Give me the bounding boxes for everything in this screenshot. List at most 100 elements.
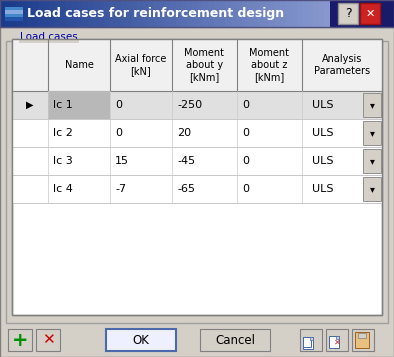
Bar: [231, 0, 238, 27]
Bar: [338, 3, 358, 24]
Bar: [363, 121, 381, 145]
Text: Load cases: Load cases: [20, 32, 78, 42]
Bar: [297, 0, 303, 27]
Bar: [132, 0, 139, 27]
Bar: [264, 0, 271, 27]
Text: +: +: [12, 331, 28, 350]
Text: ▾: ▾: [370, 128, 374, 138]
Bar: [329, 336, 339, 348]
Bar: [12, 119, 382, 147]
Bar: [22, 0, 28, 27]
Bar: [214, 0, 221, 27]
Bar: [171, 0, 177, 27]
Bar: [176, 0, 182, 27]
Text: 20: 20: [177, 128, 191, 138]
Bar: [66, 0, 72, 27]
Text: Moment
about y
[kNm]: Moment about y [kNm]: [184, 49, 225, 82]
Text: ▾: ▾: [370, 100, 374, 110]
Bar: [12, 175, 382, 203]
Bar: [0, 0, 394, 27]
Bar: [355, 332, 369, 348]
Bar: [71, 0, 78, 27]
Text: ✕: ✕: [333, 337, 340, 347]
Bar: [5, 17, 23, 21]
Text: 0: 0: [115, 100, 122, 110]
Bar: [303, 337, 311, 347]
Text: OK: OK: [132, 333, 149, 347]
Bar: [11, 0, 17, 27]
Text: lc 4: lc 4: [53, 184, 73, 194]
Bar: [12, 39, 382, 315]
Text: -7: -7: [115, 184, 126, 194]
Bar: [99, 0, 106, 27]
Bar: [77, 0, 84, 27]
Text: 0: 0: [115, 128, 122, 138]
Bar: [363, 149, 381, 173]
Text: 0: 0: [242, 100, 249, 110]
Bar: [358, 333, 366, 338]
Bar: [149, 0, 155, 27]
Text: Cancel: Cancel: [215, 333, 255, 347]
Bar: [325, 0, 331, 27]
Bar: [236, 0, 243, 27]
Bar: [160, 0, 166, 27]
Bar: [110, 0, 117, 27]
Text: ULS: ULS: [312, 100, 333, 110]
Bar: [88, 0, 95, 27]
Bar: [182, 0, 188, 27]
Bar: [28, 0, 34, 27]
Text: ▾: ▾: [370, 184, 374, 194]
Bar: [126, 0, 133, 27]
Bar: [193, 0, 199, 27]
Bar: [55, 0, 61, 27]
Text: ULS: ULS: [312, 184, 333, 194]
Text: Load cases for reinforcement design: Load cases for reinforcement design: [27, 7, 284, 20]
Bar: [6, 41, 388, 323]
Bar: [198, 0, 204, 27]
Bar: [39, 0, 45, 27]
Bar: [82, 0, 89, 27]
Bar: [253, 0, 260, 27]
Text: -250: -250: [177, 100, 202, 110]
Bar: [138, 0, 144, 27]
Text: Name: Name: [65, 60, 93, 70]
Bar: [200, 329, 270, 351]
Text: Analysis
Parameters: Analysis Parameters: [314, 54, 370, 76]
Bar: [115, 0, 122, 27]
Bar: [363, 93, 381, 117]
Bar: [203, 0, 210, 27]
Bar: [303, 0, 309, 27]
Text: ▾: ▾: [370, 156, 374, 166]
Bar: [336, 336, 339, 339]
Bar: [286, 0, 292, 27]
Text: lc 1: lc 1: [53, 100, 73, 110]
Bar: [281, 0, 287, 27]
Bar: [50, 0, 56, 27]
Text: ?: ?: [345, 7, 351, 20]
Bar: [242, 0, 249, 27]
Bar: [363, 177, 381, 201]
Bar: [44, 0, 50, 27]
Text: 0: 0: [242, 184, 249, 194]
Text: lc 3: lc 3: [53, 156, 73, 166]
Bar: [292, 0, 298, 27]
Bar: [5, 10, 23, 14]
Bar: [154, 0, 160, 27]
Bar: [36, 329, 60, 351]
Bar: [314, 0, 320, 27]
Bar: [93, 0, 100, 27]
Text: Moment
about z
[kNm]: Moment about z [kNm]: [249, 49, 290, 82]
Bar: [352, 329, 374, 351]
Bar: [187, 0, 193, 27]
Bar: [319, 0, 325, 27]
Bar: [303, 337, 313, 349]
Text: -45: -45: [177, 156, 195, 166]
Text: 0: 0: [242, 156, 249, 166]
Text: ✕: ✕: [365, 9, 375, 19]
Bar: [12, 39, 382, 315]
Bar: [33, 0, 39, 27]
Bar: [104, 0, 111, 27]
Bar: [12, 39, 382, 91]
Text: 0: 0: [242, 128, 249, 138]
Bar: [310, 337, 313, 340]
